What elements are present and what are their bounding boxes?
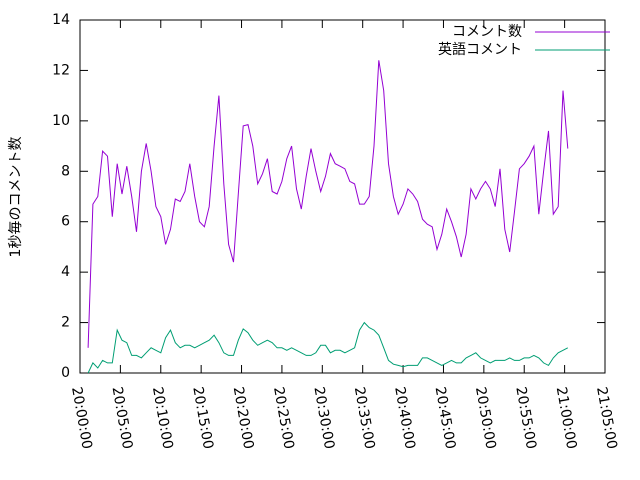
x-tick-label: 21:05:00 (593, 386, 620, 451)
legend-label: 英語コメント (438, 41, 522, 58)
x-tick-label: 20:25:00 (270, 386, 297, 451)
x-tick-label: 20:15:00 (189, 386, 216, 451)
x-tick-label: 20:50:00 (472, 386, 499, 451)
plot-border (79, 19, 606, 374)
x-tick-label: 20:05:00 (109, 386, 136, 451)
x-tick-label: 20:45:00 (432, 386, 459, 451)
series-line (87, 60, 569, 348)
series-line (87, 321, 569, 374)
y-tick-label: 2 (61, 315, 70, 331)
y-tick-label: 4 (61, 264, 70, 280)
x-tick-label: 20:55:00 (512, 386, 539, 451)
y-tick-label: 0 (61, 365, 70, 381)
y-tick-label: 6 (61, 214, 70, 230)
legend-label: コメント数 (452, 24, 522, 40)
x-tick-label: 20:20:00 (230, 386, 257, 451)
x-tick-label: 20:30:00 (310, 386, 337, 451)
y-tick-label: 14 (52, 12, 70, 28)
y-tick-label: 12 (52, 62, 70, 78)
x-tick-label: 20:35:00 (351, 386, 378, 451)
x-tick-label: 20:10:00 (149, 386, 176, 451)
x-tick-label: 20:00:00 (68, 386, 95, 451)
x-tick-label: 21:00:00 (553, 386, 580, 451)
y-tick-label: 8 (61, 163, 70, 179)
x-tick-label: 20:40:00 (391, 386, 418, 451)
y-axis-label: 1秒毎のコメント数 (8, 137, 24, 258)
y-tick-label: 10 (52, 113, 70, 129)
